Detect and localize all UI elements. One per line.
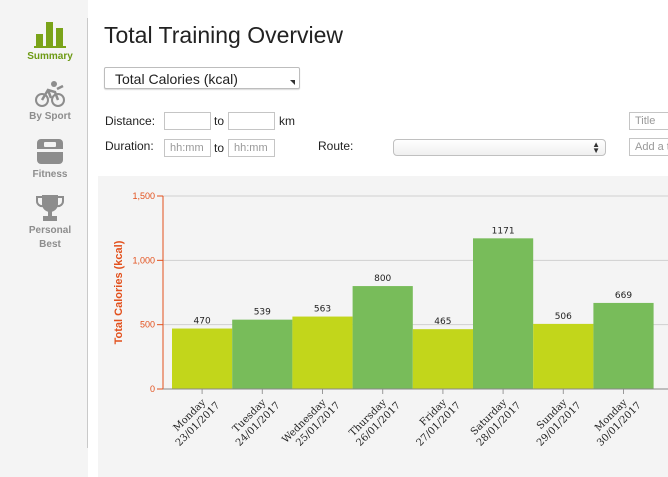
title-input[interactable]	[629, 112, 668, 130]
nav-personal-best-label: Personal Best	[29, 225, 71, 250]
bar	[292, 316, 353, 389]
bar	[533, 323, 594, 389]
sidebar-divider	[87, 18, 88, 448]
tag-input[interactable]	[629, 138, 668, 156]
bar	[473, 238, 534, 389]
nav-summary[interactable]: Summary	[0, 20, 100, 64]
bar-value-label: 506	[555, 312, 572, 322]
x-tick-label: Saturday28/01/2017	[466, 392, 523, 449]
nav-personal-best-label-line1: Personal	[28, 225, 72, 236]
route-select[interactable]: ▲ ▼	[393, 139, 606, 156]
km-unit-label: km	[279, 114, 295, 128]
y-tick-label: 1,000	[132, 255, 155, 265]
duration-to-input[interactable]	[228, 139, 275, 157]
x-tick-label: Tuesday24/01/2017	[226, 392, 283, 449]
x-tick-label: Wednesday25/01/2017	[280, 392, 342, 454]
route-label: Route:	[318, 139, 354, 153]
x-tick-label: Thursday26/01/2017	[346, 392, 403, 449]
sidebar: Summary By Sport Fitness Personal	[0, 0, 88, 477]
nav-fitness-label: Fitness	[32, 169, 68, 180]
duration-from-input[interactable]	[164, 139, 211, 157]
x-tick-label: Monday30/01/2017	[587, 392, 644, 449]
bar	[412, 329, 473, 389]
y-tick-label: 500	[140, 320, 155, 330]
x-tick-label: Friday27/01/2017	[406, 392, 463, 449]
metric-select-value: Total Calories (kcal)	[115, 71, 238, 87]
y-axis-title: Total Calories (kcal)	[113, 240, 125, 344]
scale-icon	[37, 139, 63, 164]
bar-value-label: 1171	[492, 226, 515, 236]
bar-value-label: 470	[194, 317, 211, 327]
distance-to-label: to	[214, 114, 225, 128]
nav-personal-best-label-line2: Best	[39, 239, 61, 250]
nav-by-sport[interactable]: By Sport	[0, 80, 100, 124]
bar-chart-icon	[34, 22, 66, 48]
bar-value-label: 465	[434, 317, 451, 327]
bar-value-label: 669	[615, 291, 632, 301]
bar	[232, 319, 293, 389]
nav-fitness[interactable]: Fitness	[0, 138, 100, 182]
duration-to-label: to	[214, 141, 225, 155]
trophy-icon	[36, 195, 64, 221]
bar-value-label: 563	[314, 305, 331, 315]
x-tick-label: Sunday29/01/2017	[527, 392, 584, 449]
calories-bar-chart: 0 500 1,000 1,500 Total Calories (kcal) 470 Mo…	[113, 191, 668, 454]
up-down-arrows-icon: ▲ ▼	[592, 140, 600, 155]
distance-from-input[interactable]	[164, 112, 211, 130]
nav-summary-label: Summary	[27, 51, 73, 62]
metric-select[interactable]: Total Calories (kcal)	[104, 67, 300, 89]
duration-label: Duration:	[105, 139, 154, 153]
bar	[352, 286, 413, 389]
chevron-down-icon	[290, 80, 295, 85]
bar-value-label: 539	[254, 308, 271, 318]
y-tick-label: 1,500	[132, 191, 155, 201]
page-title: Total Training Overview	[104, 22, 344, 48]
distance-to-input[interactable]	[228, 112, 275, 130]
bar	[172, 328, 233, 389]
nav-personal-best[interactable]: Personal Best	[0, 194, 100, 252]
bar-value-label: 800	[374, 274, 391, 284]
bar	[593, 302, 654, 389]
y-tick-label: 0	[150, 384, 155, 394]
triathlon-icon	[35, 81, 65, 107]
distance-label: Distance:	[105, 114, 156, 128]
nav-by-sport-label: By Sport	[29, 111, 71, 122]
x-tick-label: Monday23/01/2017	[165, 392, 222, 449]
